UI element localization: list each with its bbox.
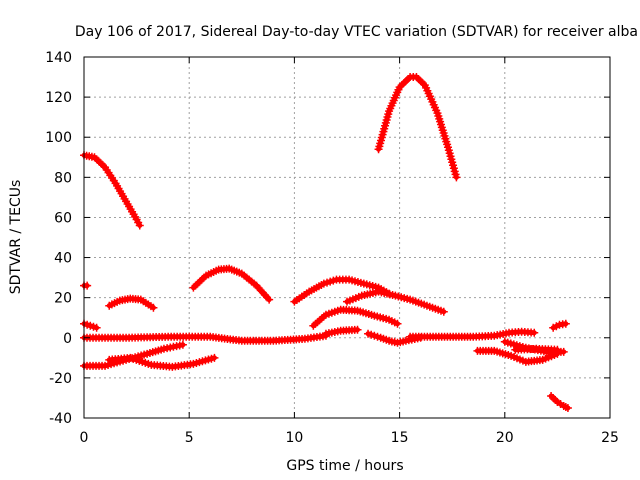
data-point: [178, 340, 187, 349]
chart-title: Day 106 of 2017, Sidereal Day-to-day VTE…: [75, 24, 638, 40]
series-arc-1: [80, 151, 144, 230]
y-tick-label: 60: [54, 210, 72, 226]
y-axis-label: SDTVAR / TECUs: [8, 180, 24, 295]
plot-frame: [83, 56, 611, 419]
x-tick-label: 0: [80, 430, 89, 446]
y-tick-label: 80: [54, 170, 72, 186]
data-point: [452, 173, 461, 182]
data-point: [553, 345, 562, 354]
series-arc-19: [549, 319, 570, 332]
x-tick-label: 20: [496, 430, 514, 446]
series-arc-2: [374, 73, 461, 182]
series-arc-5: [105, 294, 158, 312]
series-arc-15: [105, 353, 219, 371]
data-point: [561, 319, 570, 328]
y-tick-label: -40: [49, 411, 72, 427]
y-tick-label: 40: [54, 251, 72, 267]
y-tick-label: 0: [63, 331, 72, 347]
series-arc-20: [547, 391, 572, 412]
x-tick-label: 10: [285, 430, 303, 446]
series-arc-11: [321, 325, 362, 338]
series-arc-4: [80, 319, 101, 332]
y-tick-label: 120: [45, 90, 72, 106]
series-arc-18: [511, 344, 562, 354]
series-arc-10: [80, 331, 330, 345]
series-arc-13: [406, 327, 539, 341]
data-point: [92, 323, 101, 332]
plot-area: [80, 73, 572, 412]
x-tick-label: 15: [391, 430, 409, 446]
data-point: [210, 353, 219, 362]
y-tick-label: 20: [54, 291, 72, 307]
y-tick-label: 100: [45, 130, 72, 146]
data-point: [559, 347, 568, 356]
data-point: [530, 328, 539, 337]
data-point: [393, 319, 402, 328]
x-tick-label: 25: [601, 430, 619, 446]
x-tick-label: 5: [185, 430, 194, 446]
series-arc-9: [343, 287, 448, 316]
series-arc-8: [309, 305, 402, 330]
data-point: [265, 295, 274, 304]
data-point: [135, 221, 144, 230]
data-point: [439, 307, 448, 316]
y-tick-label: 140: [45, 50, 72, 66]
data-point: [149, 303, 158, 312]
series-arc-6: [189, 264, 274, 304]
data-point: [563, 403, 572, 412]
series-arc-3: [80, 281, 92, 290]
axis-ticks: 0 5 10 15 20 25 -40 -20 0 20 40 60 80 100 120 140: [45, 50, 619, 446]
y-tick-label: -20: [49, 371, 72, 387]
data-point: [353, 325, 362, 334]
x-axis-label: GPS time / hours: [286, 458, 403, 474]
series-arc-12: [364, 329, 425, 347]
